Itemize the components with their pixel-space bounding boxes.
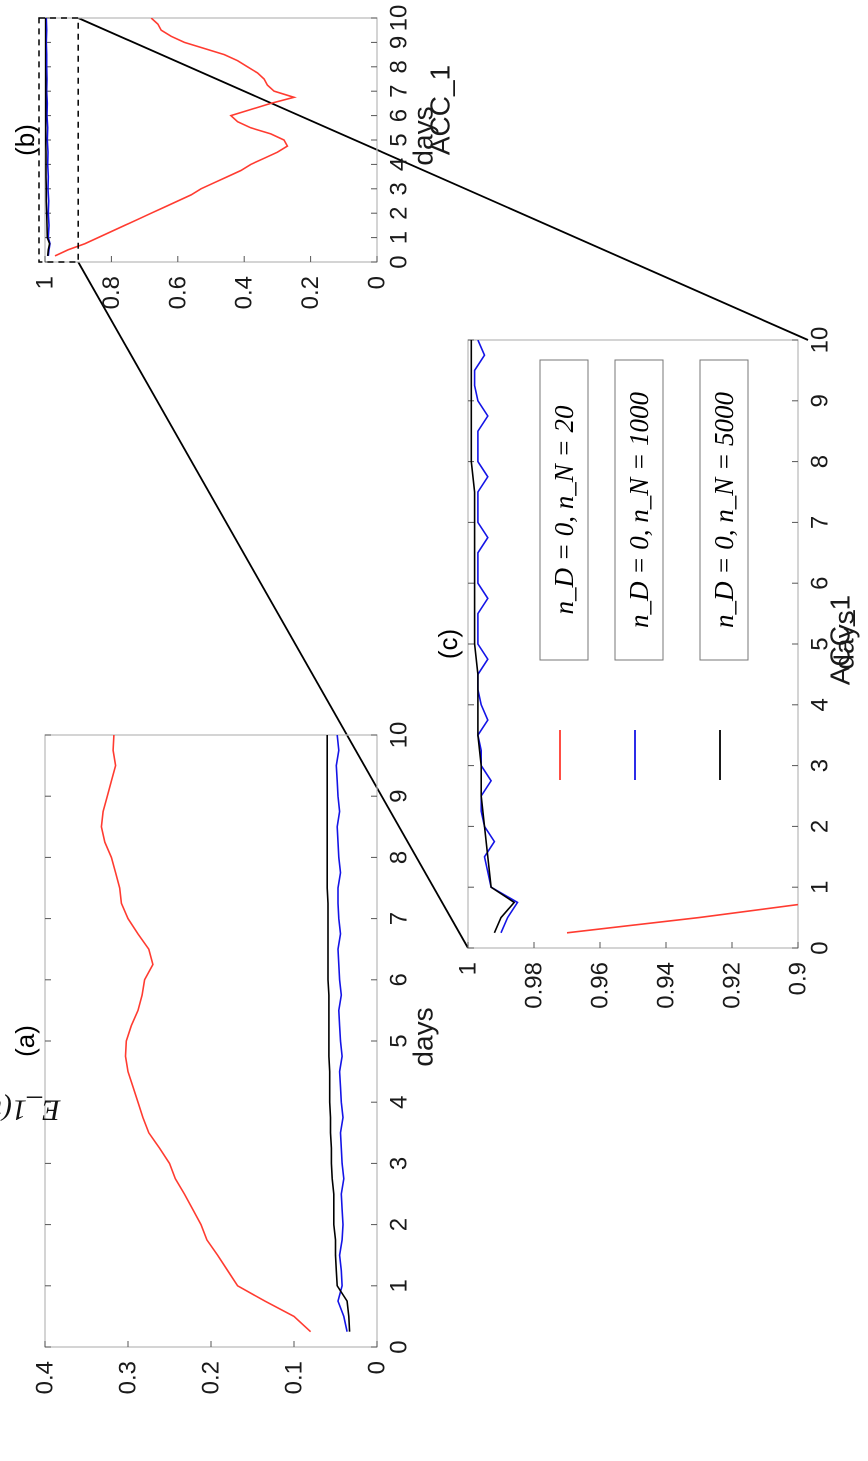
legend-label-2: n_D = 0, n_N = 1000 [624, 392, 654, 628]
panel-title: (a) [10, 1025, 40, 1057]
legend-entry-box [614, 359, 664, 661]
x-axis-label: days [408, 1007, 439, 1066]
plot-area-frame [44, 17, 378, 263]
panel-c: 0 1 2 3 4 5 6 7 8 9 10 0.9 0.92 0.94 0.96 0.98 1 days (c) A… [433, 327, 860, 1009]
x-tick-label: 5 [386, 1034, 413, 1047]
y-axis-label: E_1(t) [0, 1094, 61, 1127]
panel-a: 0 1 2 3 4 5 6 7 8 9 10 0 0.1 0.2 0.3 0.4 days (a) E_1(t) [0, 722, 439, 1395]
x-tick-label: 0 [807, 941, 834, 954]
legend-entry-box [699, 359, 749, 661]
zoom-connector-line [77, 261, 469, 949]
y-tick-label: 1 [32, 276, 59, 289]
series-line-3 [45, 18, 51, 256]
y-tick-label: 0.94 [653, 962, 680, 1009]
x-tick-label: 7 [386, 912, 413, 925]
y-tick-label: 0.1 [281, 1361, 308, 1394]
x-tick-label: 3 [807, 759, 834, 772]
y-tick-label: 0.6 [164, 276, 191, 309]
x-axis-label: days [829, 610, 860, 669]
x-tick-label: 2 [807, 820, 834, 833]
panel-b: 0 1 2 3 4 5 6 7 8 9 10 0 0.2 0.4 0.6 0.8 1 days (b) ACC_1 [10, 5, 456, 310]
series-line-3 [326, 735, 351, 1332]
x-tick-label: 5 [386, 133, 413, 146]
x-tick-label: 5 [807, 637, 834, 650]
y-tick-label: 0 [364, 276, 391, 289]
y-tick-label: 0.92 [719, 962, 746, 1009]
x-tick-label: 0 [386, 255, 413, 268]
y-tick-label: 0 [364, 1361, 391, 1374]
y-tick-label: 0.2 [198, 1361, 225, 1394]
y-tick-label: 0.2 [297, 276, 324, 309]
panel-title: (c) [433, 629, 463, 659]
series-line-2 [335, 735, 348, 1332]
x-tick-label: 10 [386, 5, 413, 32]
y-tick-label: 0.3 [115, 1361, 142, 1394]
zoom-connector-group [77, 17, 809, 949]
y-axis-label: ACC_1 [825, 595, 856, 685]
panel-title: (b) [10, 124, 40, 156]
x-tick-label: 4 [807, 698, 834, 711]
y-axis-label: ACC_1 [425, 65, 456, 155]
x-tick-label: 8 [386, 60, 413, 73]
x-tick-label: 0 [386, 1340, 413, 1353]
series-line-2 [45, 18, 51, 256]
x-tick-label: 1 [386, 231, 413, 244]
x-tick-label: 7 [386, 85, 413, 98]
x-tick-label: 9 [386, 36, 413, 49]
legend-label-1: n_D = 0, n_N = 20 [549, 405, 579, 614]
x-tick-label: 8 [386, 851, 413, 864]
x-tick-label: 3 [386, 182, 413, 195]
y-tick-label: 0.4 [32, 1361, 59, 1394]
x-tick-label: 1 [386, 1279, 413, 1292]
series-line-1 [100, 735, 312, 1333]
x-tick-label: 7 [807, 516, 834, 529]
x-tick-label: 6 [807, 577, 834, 590]
x-axis-label: days [408, 106, 439, 165]
y-tick-label: 0.9 [785, 962, 812, 995]
y-tick-label: 0.8 [98, 276, 125, 309]
x-tick-label: 1 [807, 881, 834, 894]
y-tick-label: 0.96 [587, 962, 614, 1009]
x-tick-label: 6 [386, 109, 413, 122]
x-tick-label: 6 [386, 973, 413, 986]
x-tick-label: 8 [807, 455, 834, 468]
series-line-1 [566, 903, 798, 934]
legend-label-3: n_D = 0, n_N = 5000 [709, 392, 739, 628]
y-tick-label: 0.98 [521, 962, 548, 1009]
x-tick-label: 4 [386, 158, 413, 171]
y-tick-label: 0.4 [231, 276, 258, 309]
x-tick-label: 2 [386, 207, 413, 220]
legend-entry-box [539, 359, 589, 661]
x-tick-label: 9 [807, 394, 834, 407]
series-line-2 [473, 340, 519, 934]
x-tick-label: 2 [386, 1218, 413, 1231]
x-tick-label: 9 [386, 790, 413, 803]
zoom-connector-line [77, 17, 809, 341]
series-line-1 [54, 18, 297, 257]
x-tick-label: 3 [386, 1157, 413, 1170]
x-tick-label: 10 [807, 327, 834, 354]
y-tick-label: 1 [455, 962, 482, 975]
zoom-box [38, 17, 79, 263]
x-tick-label: 10 [386, 722, 413, 749]
x-tick-label: 4 [386, 1096, 413, 1109]
series-line-3 [470, 340, 516, 934]
